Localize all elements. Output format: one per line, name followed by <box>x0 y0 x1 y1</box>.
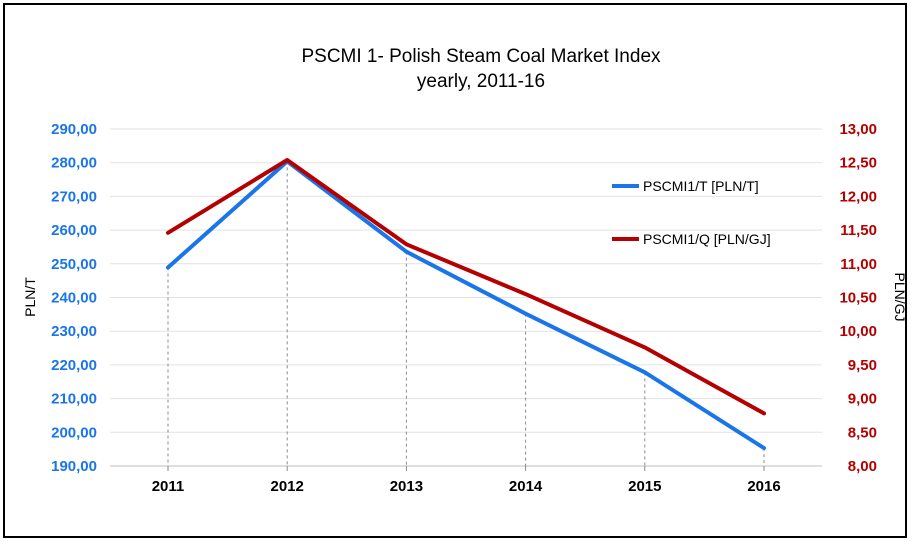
x-tick-label: 2011 <box>152 478 185 495</box>
x-tick-label: 2014 <box>509 478 543 495</box>
y-axis-left-title: PLN/T <box>22 277 38 317</box>
legend: PSCMI1/T [PLN/T] PSCMI1/Q [PLN/GJ] <box>612 178 771 247</box>
y-left-tick-label: 240,00 <box>51 290 97 307</box>
y-left-tick-label: 220,00 <box>51 357 97 374</box>
y-right-tick-label: 8,00 <box>848 458 877 475</box>
x-tick-label: 2015 <box>628 478 661 495</box>
y-right-tick-label: 12,50 <box>839 155 877 172</box>
y-axis-right-title: PLN/GJ <box>892 272 908 321</box>
y-right-tick-label: 9,50 <box>848 357 877 374</box>
y-left-tick-label: 290,00 <box>51 121 97 138</box>
tick-labels: 190,00 8,00 200,00 8,50 210,00 9,00 220,00 9,50… <box>51 121 877 495</box>
y-right-tick-label: 11,00 <box>840 256 877 273</box>
series-line-pln-gj <box>166 158 766 416</box>
y-left-tick-label: 200,00 <box>51 424 97 441</box>
series-lines <box>166 158 766 451</box>
y-right-tick-label: 13,00 <box>839 121 877 138</box>
y-right-tick-label: 9,00 <box>848 391 877 408</box>
y-right-tick-label: 8,50 <box>848 424 877 441</box>
y-right-tick-label: 11,50 <box>840 222 877 239</box>
legend-label: PSCMI1/Q [PLN/GJ] <box>643 231 771 247</box>
x-tick-label: 2013 <box>390 478 423 495</box>
y-left-tick-label: 230,00 <box>51 323 97 340</box>
y-left-tick-label: 250,00 <box>51 256 97 273</box>
legend-label: PSCMI1/T [PLN/T] <box>643 178 759 194</box>
y-left-tick-label: 190,00 <box>51 458 97 475</box>
drop-lines <box>167 161 765 466</box>
y-left-tick-label: 210,00 <box>51 391 97 408</box>
chart-frame <box>3 3 907 538</box>
chart-title: PSCMI 1- Polish Steam Coal Market Index <box>301 46 661 67</box>
x-tick-label: 2012 <box>271 478 304 495</box>
y-left-tick-label: 270,00 <box>51 188 97 205</box>
y-left-tick-label: 280,00 <box>51 155 97 172</box>
series-line-pln-t <box>166 159 766 451</box>
y-left-tick-label: 260,00 <box>51 222 97 239</box>
y-right-tick-label: 10,00 <box>839 323 877 340</box>
y-right-tick-label: 12,00 <box>839 188 877 205</box>
y-right-tick-label: 10,50 <box>839 290 877 307</box>
x-tick-label: 2016 <box>747 478 780 495</box>
chart-subtitle: yearly, 2011-16 <box>417 71 545 92</box>
